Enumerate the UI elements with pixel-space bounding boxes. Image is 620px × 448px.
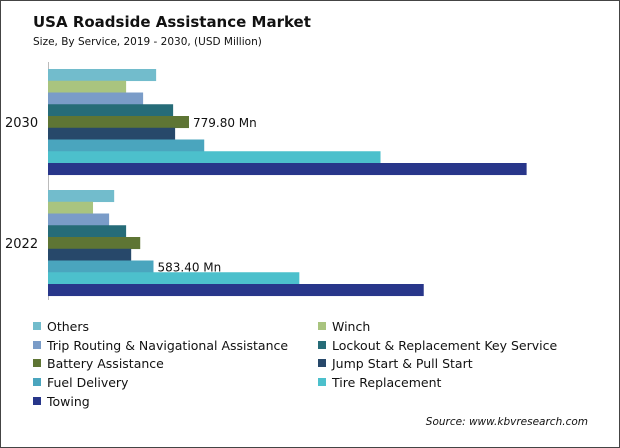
legend-label: Others xyxy=(47,319,89,334)
bar-2022-others xyxy=(48,190,115,203)
chart-title: USA Roadside Assistance Market xyxy=(33,13,311,31)
bar-2022-towing xyxy=(48,284,424,297)
data-label: 583.40 Mn xyxy=(157,260,221,274)
legend-item: Tire Replacement xyxy=(318,375,441,390)
legend-item: Fuel Delivery xyxy=(33,375,129,390)
legend-swatch xyxy=(318,378,326,386)
legend-label: Tire Replacement xyxy=(331,375,441,390)
legend-item: Jump Start & Pull Start xyxy=(318,356,473,371)
bar-2030-fuel-delivery xyxy=(48,139,205,152)
bar-2022-tire-replacement xyxy=(48,272,300,285)
legend-swatch xyxy=(318,322,326,330)
bar-2030-tire-replacement xyxy=(48,151,381,164)
legend-item: Towing xyxy=(33,394,90,409)
legend-swatch xyxy=(33,397,41,405)
legend-item: Lockout & Replacement Key Service xyxy=(318,338,557,353)
data-label: 779.80 Mn xyxy=(193,116,257,130)
legend-swatch xyxy=(33,378,41,386)
legend-label: Trip Routing & Navigational Assistance xyxy=(46,338,288,353)
legend-item: Others xyxy=(33,319,89,334)
bar-2022-winch xyxy=(48,201,94,214)
legend-swatch xyxy=(33,359,41,367)
chart-subtitle: Size, By Service, 2019 - 2030, (USD Mill… xyxy=(33,36,262,48)
bar-2022-jump-start-pull-start xyxy=(48,248,132,261)
bar-2030-trip-routing-navigational-assistance xyxy=(48,92,144,105)
bar-2030-lockout-replacement-key-service xyxy=(48,104,174,117)
legend-label: Fuel Delivery xyxy=(47,375,129,390)
bar-2030-battery-assistance xyxy=(48,116,189,129)
bar-2030-winch xyxy=(48,80,127,93)
category-label: 2030 xyxy=(5,116,38,131)
bar-2030-jump-start-pull-start xyxy=(48,127,176,140)
bar-2022-trip-routing-navigational-assistance xyxy=(48,213,110,226)
legend-item: Battery Assistance xyxy=(33,356,164,371)
bar-2022-battery-assistance xyxy=(48,237,141,250)
legend-swatch xyxy=(33,341,41,349)
bar-2022-fuel-delivery xyxy=(48,260,154,273)
bar-2030-towing xyxy=(48,163,527,176)
legend-label: Towing xyxy=(46,394,90,409)
legend-item: Winch xyxy=(318,319,370,334)
source-note: Source: www.kbvresearch.com xyxy=(426,416,588,428)
legend-item: Trip Routing & Navigational Assistance xyxy=(33,338,288,353)
bar-2022-lockout-replacement-key-service xyxy=(48,225,127,238)
legend-swatch xyxy=(33,322,41,330)
legend-label: Winch xyxy=(332,319,370,334)
legend-swatch xyxy=(318,359,326,367)
bar-2030-others xyxy=(48,69,157,82)
legend-swatch xyxy=(318,341,326,349)
legend-label: Battery Assistance xyxy=(47,356,164,371)
legend-label: Lockout & Replacement Key Service xyxy=(332,338,557,353)
category-label: 2022 xyxy=(5,237,38,252)
legend-label: Jump Start & Pull Start xyxy=(331,356,473,371)
